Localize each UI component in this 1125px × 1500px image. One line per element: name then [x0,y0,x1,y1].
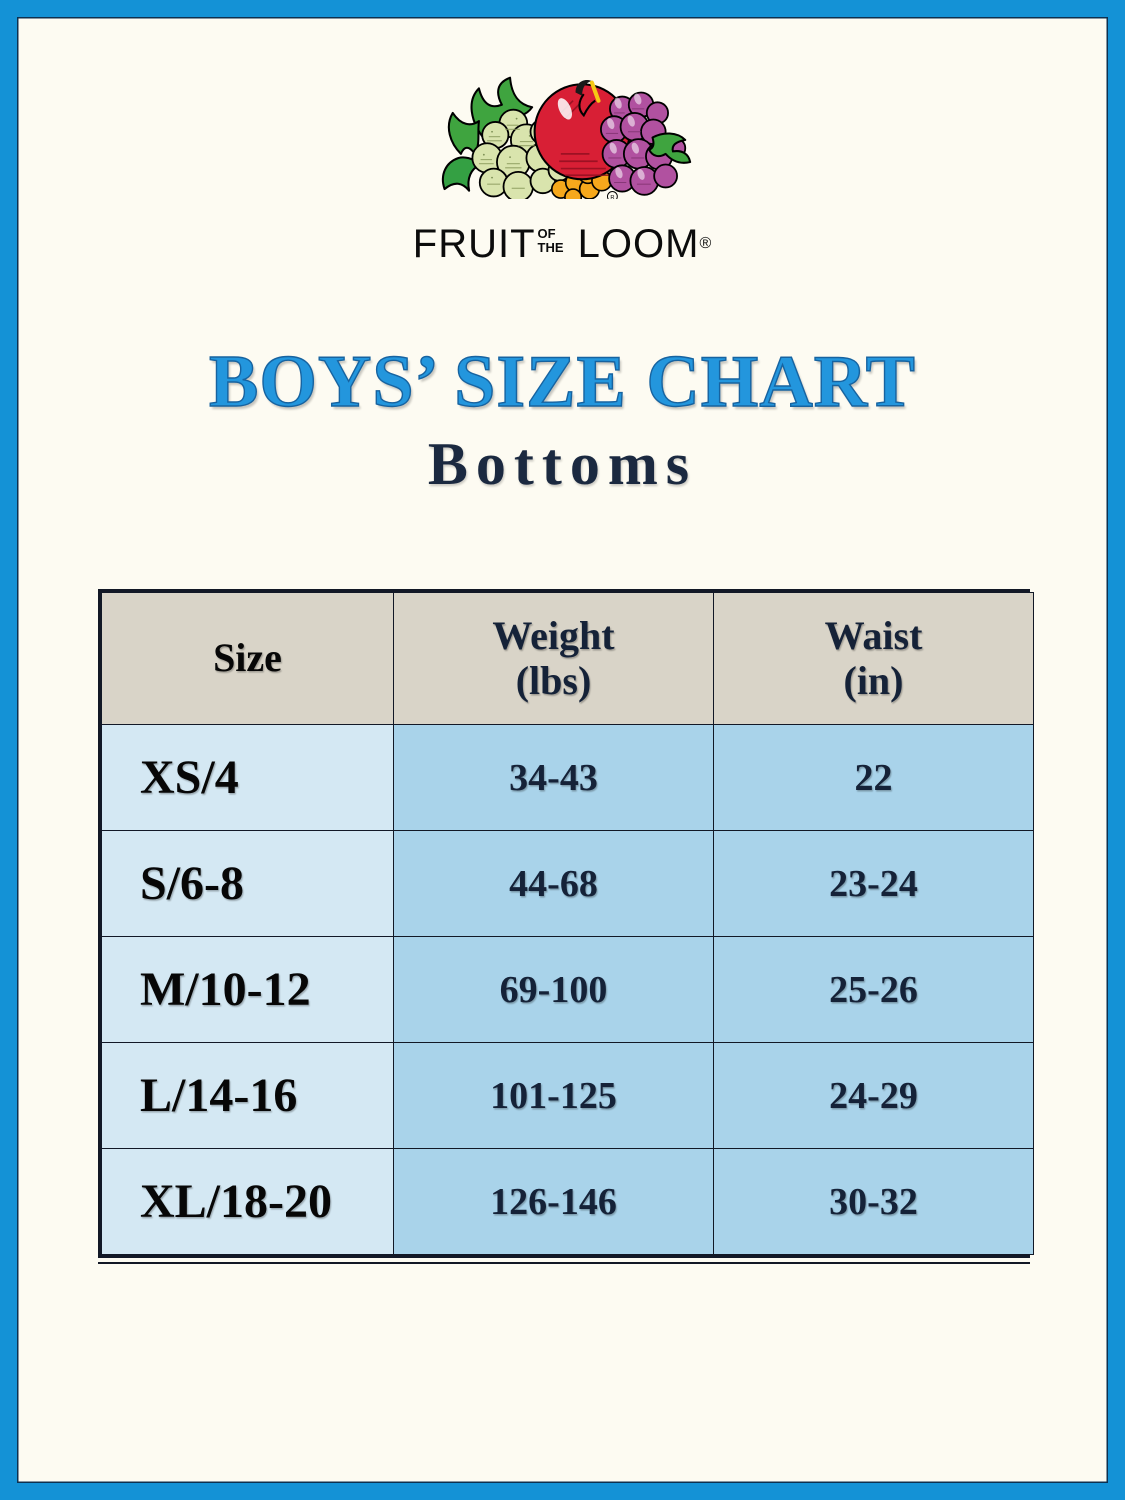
svg-text:R: R [610,195,614,199]
